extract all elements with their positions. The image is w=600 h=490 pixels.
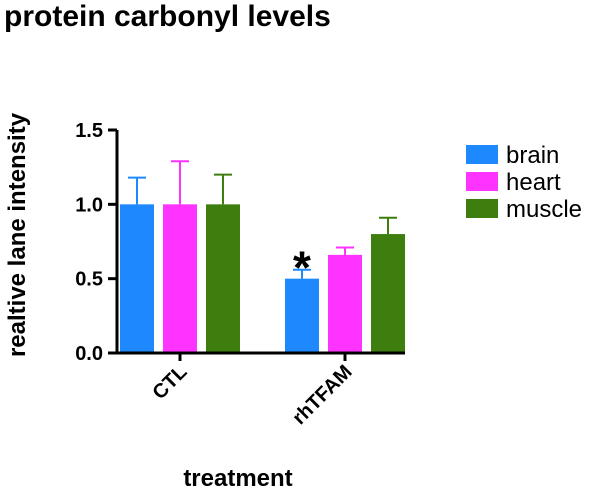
- legend-label-brain: brain: [506, 142, 559, 169]
- legend-label-heart: heart: [506, 169, 561, 196]
- legend-swatch-heart: [466, 172, 498, 191]
- bar-brain-rhTFAM: [285, 278, 319, 353]
- bar-muscle-CTL: [206, 204, 240, 353]
- x-axis-label: treatment: [183, 465, 292, 490]
- bar-brain-CTL: [120, 204, 154, 353]
- y-tick-label-0.5: 0.5: [75, 269, 103, 291]
- chart-title: protein carbonyl levels: [4, 0, 331, 33]
- bar-heart-rhTFAM: [328, 254, 362, 353]
- y-tick-label-1.5: 1.5: [75, 120, 103, 142]
- significance-annotation: *: [293, 242, 311, 294]
- legend-swatch-brain: [466, 145, 498, 164]
- bar-heart-CTL: [163, 204, 197, 353]
- bars-layer: *: [120, 160, 405, 353]
- bar-muscle-rhTFAM: [371, 234, 405, 353]
- legend-label-muscle: muscle: [506, 196, 582, 223]
- x-tick-label-rhTFAM: rhTFAM: [288, 361, 356, 429]
- y-axis-label: realtive lane intensity: [4, 112, 31, 357]
- legend-swatch-muscle: [466, 199, 498, 218]
- y-tick-label-0.0: 0.0: [75, 343, 103, 365]
- x-tick-label-CTL: CTL: [148, 361, 191, 404]
- y-tick-label-1.0: 1.0: [75, 194, 103, 216]
